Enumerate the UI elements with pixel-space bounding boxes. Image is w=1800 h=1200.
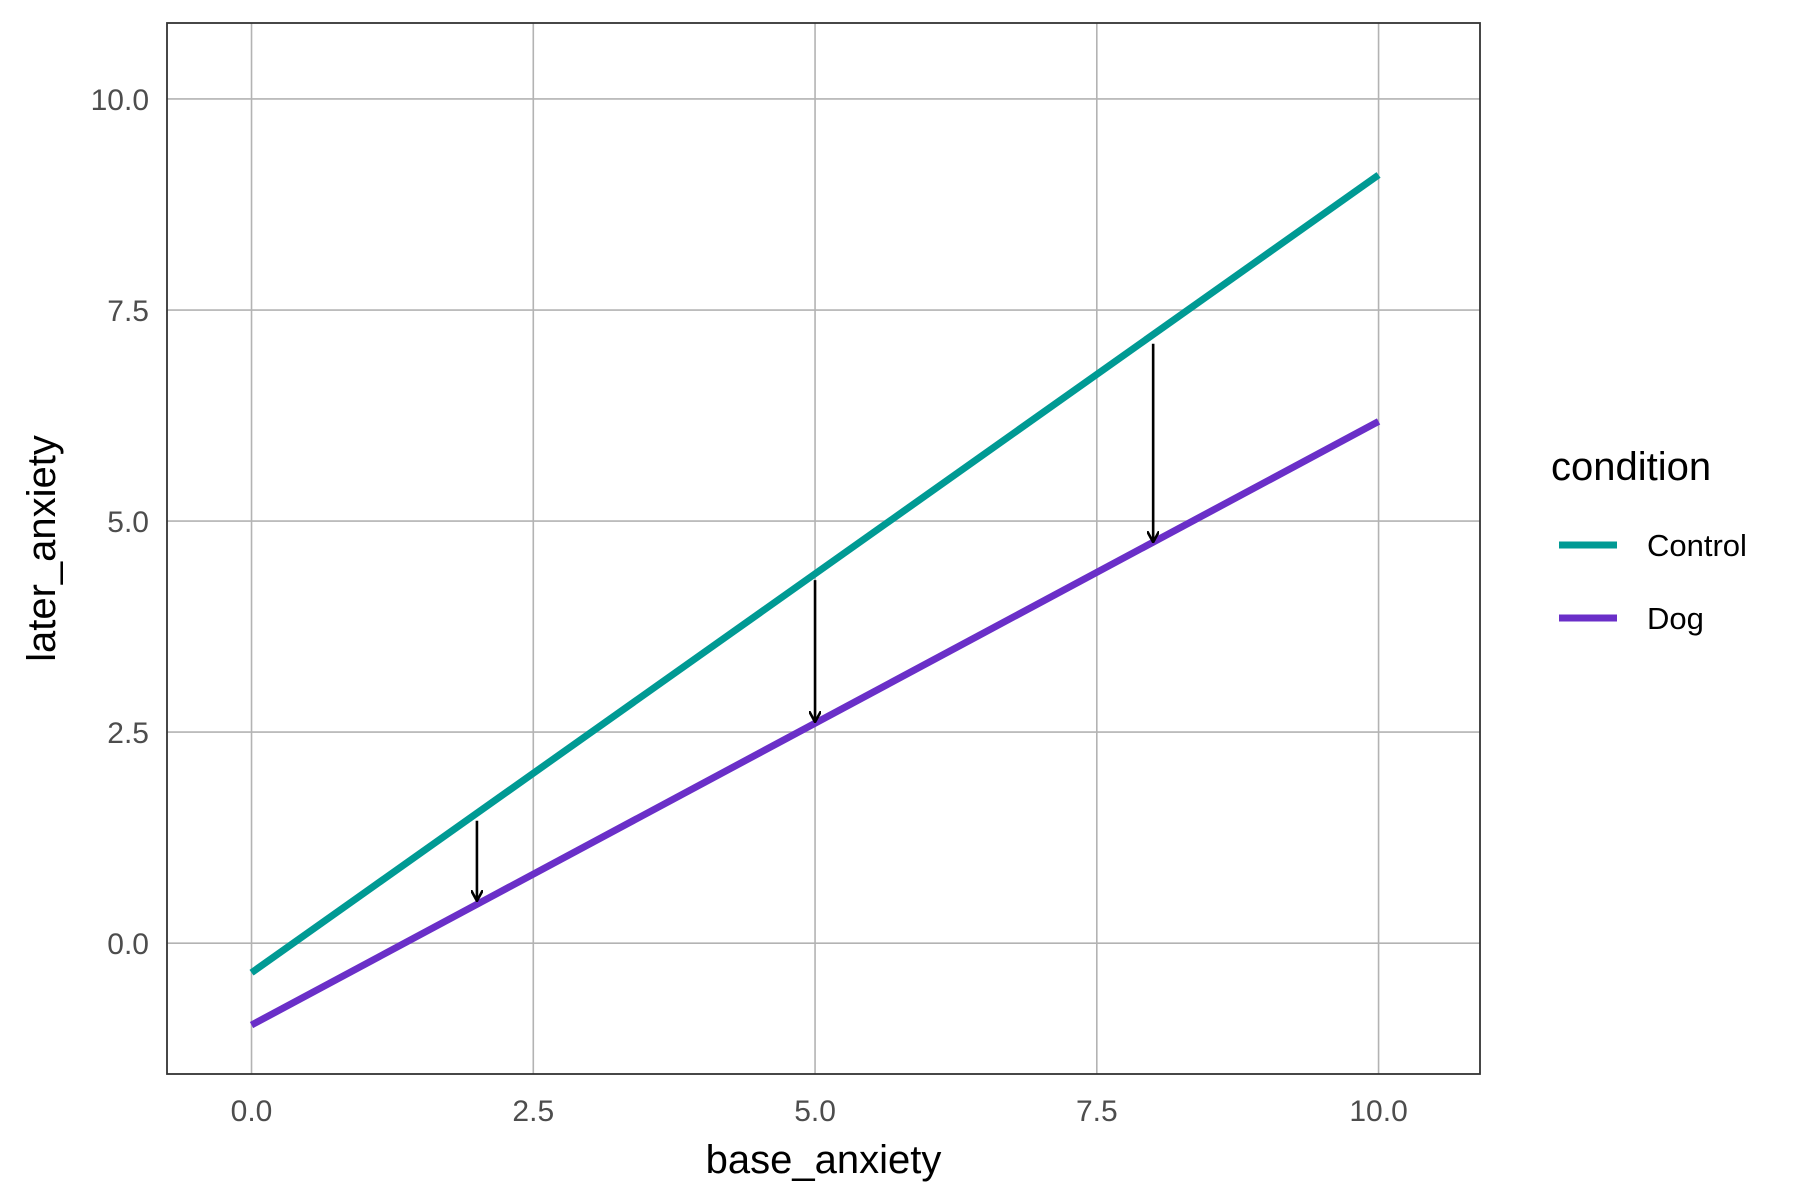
series-line-control <box>249 172 1381 976</box>
legend-label-control: Control <box>1647 528 1747 563</box>
y-tick-label: 5.0 <box>107 506 149 539</box>
legend-items: Control Dog <box>1559 528 1747 636</box>
y-axis-title: later_anxiety <box>20 435 64 662</box>
x-axis-title: base_anxiety <box>706 1138 942 1182</box>
grid <box>167 23 1480 1074</box>
y-tick-label: 10.0 <box>91 84 149 117</box>
tick-labels: 0.0 2.5 5.0 7.5 10.0 0.0 2.5 5.0 7.5 10.0 <box>91 84 1408 1128</box>
plot-panel-border <box>166 22 1481 1075</box>
x-tick-label: 0.0 <box>231 1095 273 1128</box>
x-tick-label: 7.5 <box>1076 1095 1118 1128</box>
x-tick-label: 5.0 <box>794 1095 836 1128</box>
x-tick-label: 10.0 <box>1349 1095 1407 1128</box>
legend: condition Control Dog <box>1551 445 1747 636</box>
y-tick-label: 0.0 <box>107 928 149 961</box>
legend-title: condition <box>1551 445 1711 489</box>
x-tick-label: 2.5 <box>512 1095 554 1128</box>
y-tick-label: 2.5 <box>107 717 149 750</box>
series-line-dog <box>249 418 1381 1029</box>
y-tick-label: 7.5 <box>107 295 149 328</box>
legend-label-dog: Dog <box>1647 601 1704 636</box>
series-lines <box>249 172 1381 1029</box>
arrows <box>477 343 1153 901</box>
